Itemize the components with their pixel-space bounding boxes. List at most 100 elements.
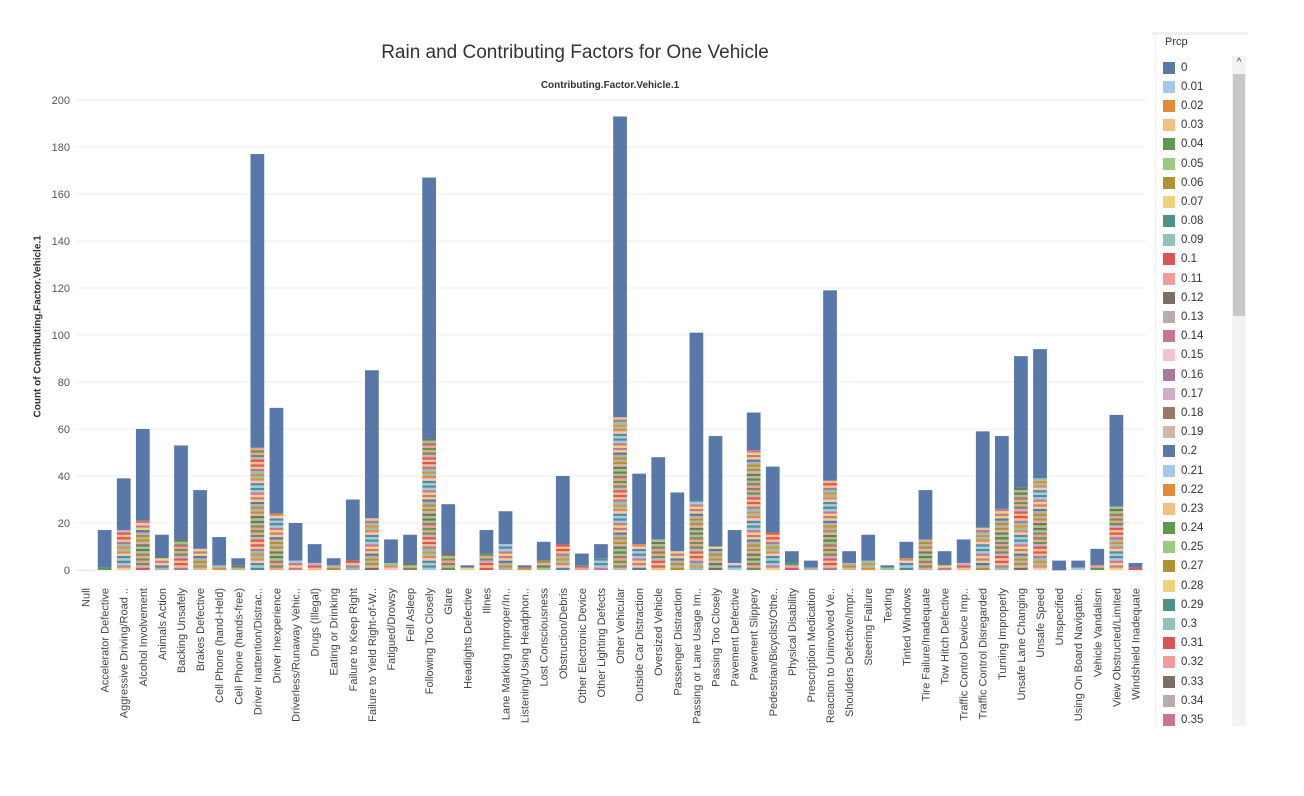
bar-segment — [823, 525, 837, 528]
legend-item[interactable]: 0.05 — [1163, 154, 1229, 173]
legend-item[interactable]: 0.22 — [1163, 480, 1229, 499]
legend-item[interactable]: 0.1 — [1163, 250, 1229, 269]
legend-item[interactable]: 0.09 — [1163, 231, 1229, 250]
legend-item[interactable]: 0.07 — [1163, 192, 1229, 211]
bar[interactable] — [727, 530, 742, 570]
legend-item[interactable]: 0.19 — [1163, 423, 1229, 442]
bar-segment — [746, 515, 761, 519]
bar[interactable] — [784, 551, 799, 570]
bar[interactable] — [804, 560, 818, 570]
bar[interactable] — [918, 490, 933, 570]
bar[interactable] — [422, 177, 437, 570]
legend-item[interactable]: 0.27 — [1163, 557, 1229, 576]
legend-item[interactable]: 0.34 — [1163, 691, 1229, 710]
bar[interactable] — [651, 457, 666, 570]
scroll-up-arrow-icon[interactable]: ^ — [1236, 57, 1242, 68]
bar[interactable] — [441, 504, 456, 570]
legend-item[interactable]: 0.18 — [1163, 403, 1229, 422]
bar[interactable] — [594, 544, 608, 570]
bar[interactable] — [765, 466, 780, 570]
bar[interactable] — [155, 534, 169, 570]
bar[interactable] — [574, 553, 589, 570]
legend-item[interactable]: 0.17 — [1163, 384, 1229, 403]
bar[interactable] — [517, 565, 532, 570]
bar[interactable] — [823, 290, 837, 570]
legend-item[interactable]: 0.13 — [1163, 307, 1229, 326]
bar[interactable] — [250, 154, 265, 570]
bar[interactable] — [632, 473, 647, 570]
bar[interactable] — [479, 530, 494, 570]
bar[interactable] — [670, 492, 685, 570]
bar[interactable] — [384, 539, 398, 570]
legend-item[interactable]: 0.14 — [1163, 327, 1229, 346]
bar[interactable] — [975, 431, 990, 570]
bar[interactable] — [1090, 548, 1105, 570]
bar[interactable] — [116, 478, 131, 570]
legend-item[interactable]: 0.24 — [1163, 519, 1229, 538]
bar-segment — [613, 461, 627, 465]
bar[interactable] — [212, 537, 227, 570]
bar[interactable] — [1128, 562, 1143, 570]
bar[interactable] — [1014, 356, 1028, 570]
legend-item[interactable]: 0.02 — [1163, 96, 1229, 115]
bar[interactable] — [403, 534, 417, 570]
legend-item[interactable]: 0.32 — [1163, 653, 1229, 672]
legend-item[interactable]: 0.21 — [1163, 461, 1229, 480]
legend-item[interactable]: 0.3 — [1163, 614, 1229, 633]
bar[interactable] — [307, 544, 322, 570]
bar[interactable] — [880, 565, 895, 570]
bar[interactable] — [536, 541, 551, 570]
legend-item[interactable]: 0.28 — [1163, 576, 1229, 595]
legend-item[interactable]: 0.35 — [1163, 710, 1229, 728]
bar[interactable] — [861, 534, 876, 570]
bar[interactable] — [345, 499, 360, 571]
bar[interactable] — [498, 511, 513, 570]
legend-item[interactable]: 0.01 — [1163, 77, 1229, 96]
bar[interactable] — [956, 539, 971, 570]
bar-segment — [689, 562, 704, 566]
bar-segment — [689, 544, 704, 547]
bar-segment — [135, 565, 150, 568]
legend-scrollbar[interactable]: ^ — [1232, 56, 1246, 726]
bar-segment — [613, 490, 627, 493]
bar[interactable] — [899, 541, 914, 570]
bar[interactable] — [1052, 560, 1066, 571]
bar[interactable] — [1109, 414, 1124, 570]
legend-item[interactable]: 0.33 — [1163, 672, 1229, 691]
legend-item[interactable]: 0.15 — [1163, 346, 1229, 365]
bar[interactable] — [842, 551, 856, 570]
bar[interactable] — [746, 412, 761, 570]
legend-item[interactable]: 0.2 — [1163, 442, 1229, 461]
legend-item[interactable]: 0.03 — [1163, 116, 1229, 135]
bar[interactable] — [994, 436, 1009, 570]
legend-item[interactable]: 0.11 — [1163, 269, 1229, 288]
scroll-thumb[interactable] — [1233, 74, 1245, 316]
bar[interactable] — [288, 523, 303, 570]
bar[interactable] — [1033, 349, 1047, 570]
legend-item[interactable]: 0.12 — [1163, 288, 1229, 307]
legend-item[interactable]: 0.06 — [1163, 173, 1229, 192]
bar[interactable] — [269, 407, 284, 570]
legend-item[interactable]: 0.31 — [1163, 634, 1229, 653]
bar[interactable] — [231, 558, 246, 570]
bar[interactable] — [174, 445, 188, 570]
bar[interactable] — [937, 551, 952, 570]
bar[interactable] — [708, 436, 723, 570]
legend-item[interactable]: 0.04 — [1163, 135, 1229, 154]
bar[interactable] — [135, 429, 150, 570]
bar[interactable] — [460, 565, 475, 570]
bar[interactable] — [97, 530, 112, 570]
legend-item[interactable]: 0.08 — [1163, 212, 1229, 231]
bar[interactable] — [326, 558, 341, 570]
bar[interactable] — [1071, 560, 1086, 570]
legend-item[interactable]: 0 — [1163, 58, 1229, 77]
bar[interactable] — [193, 490, 207, 570]
legend-item[interactable]: 0.23 — [1163, 499, 1229, 518]
legend-item[interactable]: 0.16 — [1163, 365, 1229, 384]
bar[interactable] — [555, 476, 570, 570]
legend-item[interactable]: 0.29 — [1163, 595, 1229, 614]
legend-item[interactable]: 0.25 — [1163, 538, 1229, 557]
bar[interactable] — [613, 116, 627, 570]
bar[interactable] — [365, 370, 379, 570]
bar[interactable] — [689, 332, 704, 570]
